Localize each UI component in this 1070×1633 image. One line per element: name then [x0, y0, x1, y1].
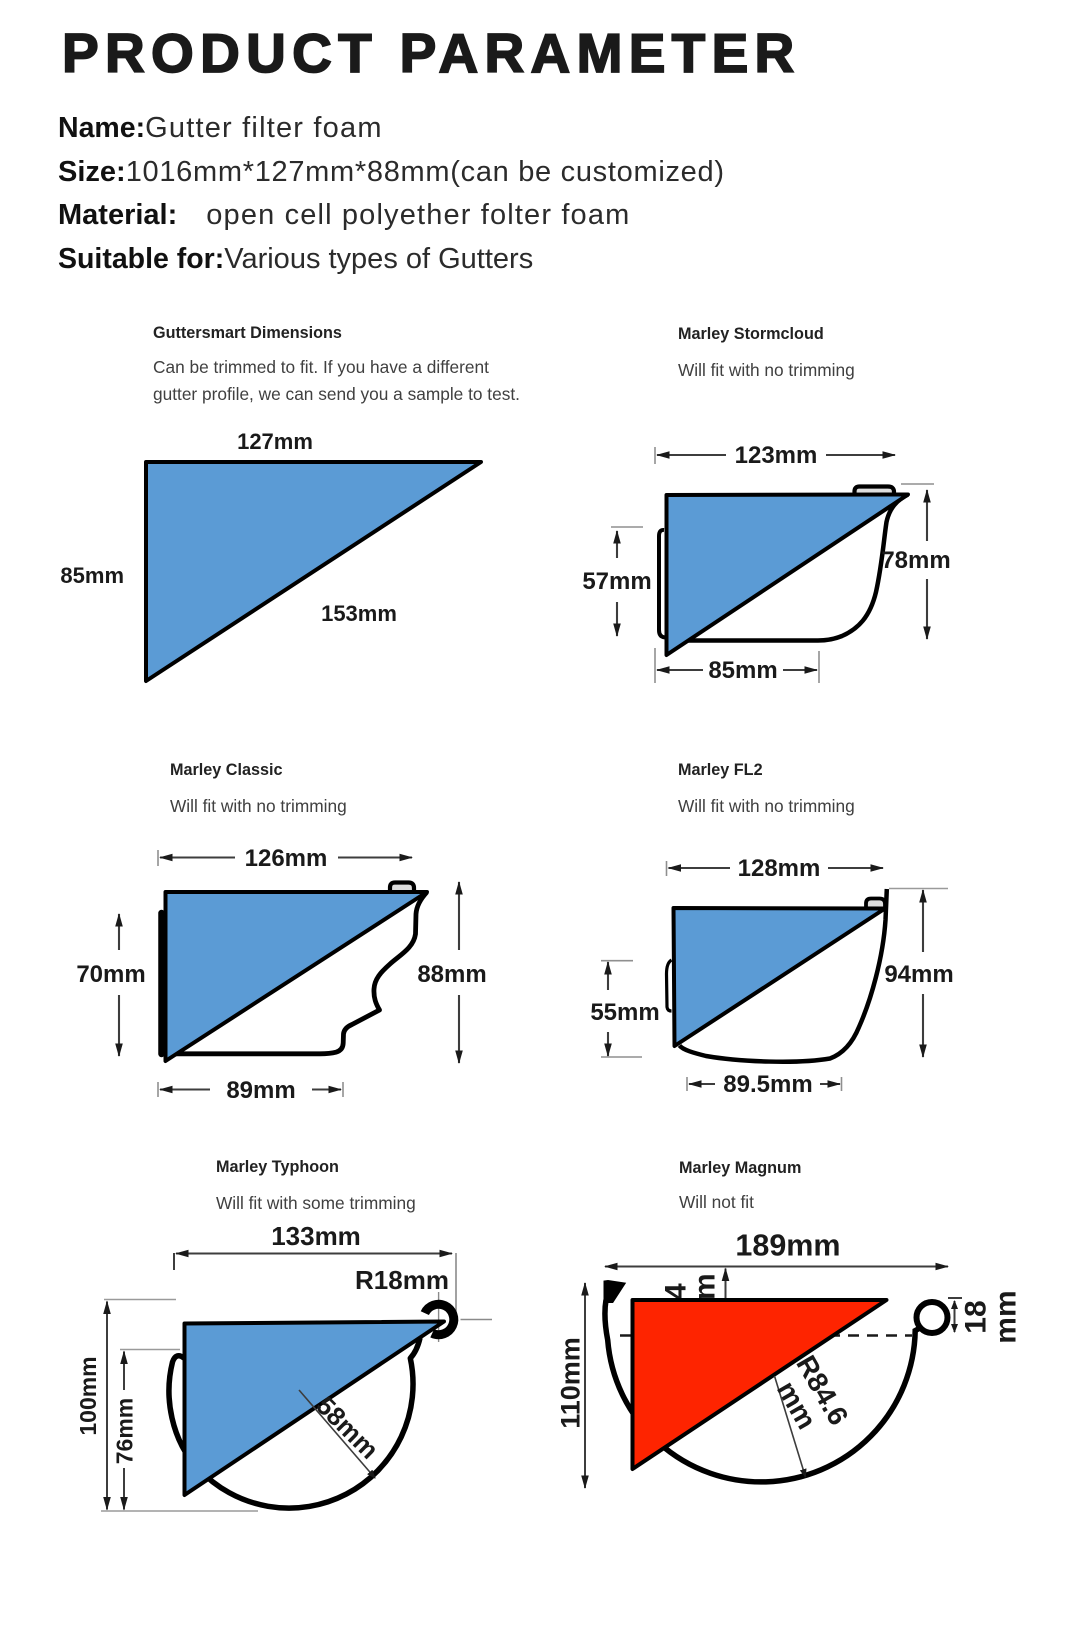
svg-text:89.5mm: 89.5mm: [723, 1071, 812, 1098]
svg-text:110mm: 110mm: [556, 1337, 586, 1429]
svg-text:85mm: 85mm: [708, 657, 777, 684]
svg-text:88mm: 88mm: [417, 961, 486, 988]
svg-text:153mm: 153mm: [321, 601, 397, 626]
svg-text:94mm: 94mm: [884, 961, 953, 988]
svg-text:85mm: 85mm: [60, 563, 124, 588]
svg-text:100mm: 100mm: [75, 1356, 101, 1435]
svg-text:18mm: 18mm: [959, 1290, 1022, 1343]
svg-text:76mm: 76mm: [112, 1398, 138, 1464]
svg-text:123mm: 123mm: [735, 442, 818, 469]
svg-text:58mm: 58mm: [310, 1390, 384, 1464]
svg-text:78mm: 78mm: [881, 547, 950, 574]
svg-text:70mm: 70mm: [76, 961, 145, 988]
svg-text:55mm: 55mm: [590, 999, 659, 1026]
svg-text:57mm: 57mm: [582, 568, 651, 595]
svg-text:128mm: 128mm: [738, 855, 821, 882]
svg-text:89mm: 89mm: [226, 1077, 295, 1104]
svg-text:R18mm: R18mm: [355, 1265, 449, 1295]
svg-text:126mm: 126mm: [245, 845, 328, 872]
svg-text:189mm: 189mm: [735, 1229, 840, 1263]
svg-text:133mm: 133mm: [271, 1221, 361, 1251]
svg-text:127mm: 127mm: [237, 429, 313, 454]
